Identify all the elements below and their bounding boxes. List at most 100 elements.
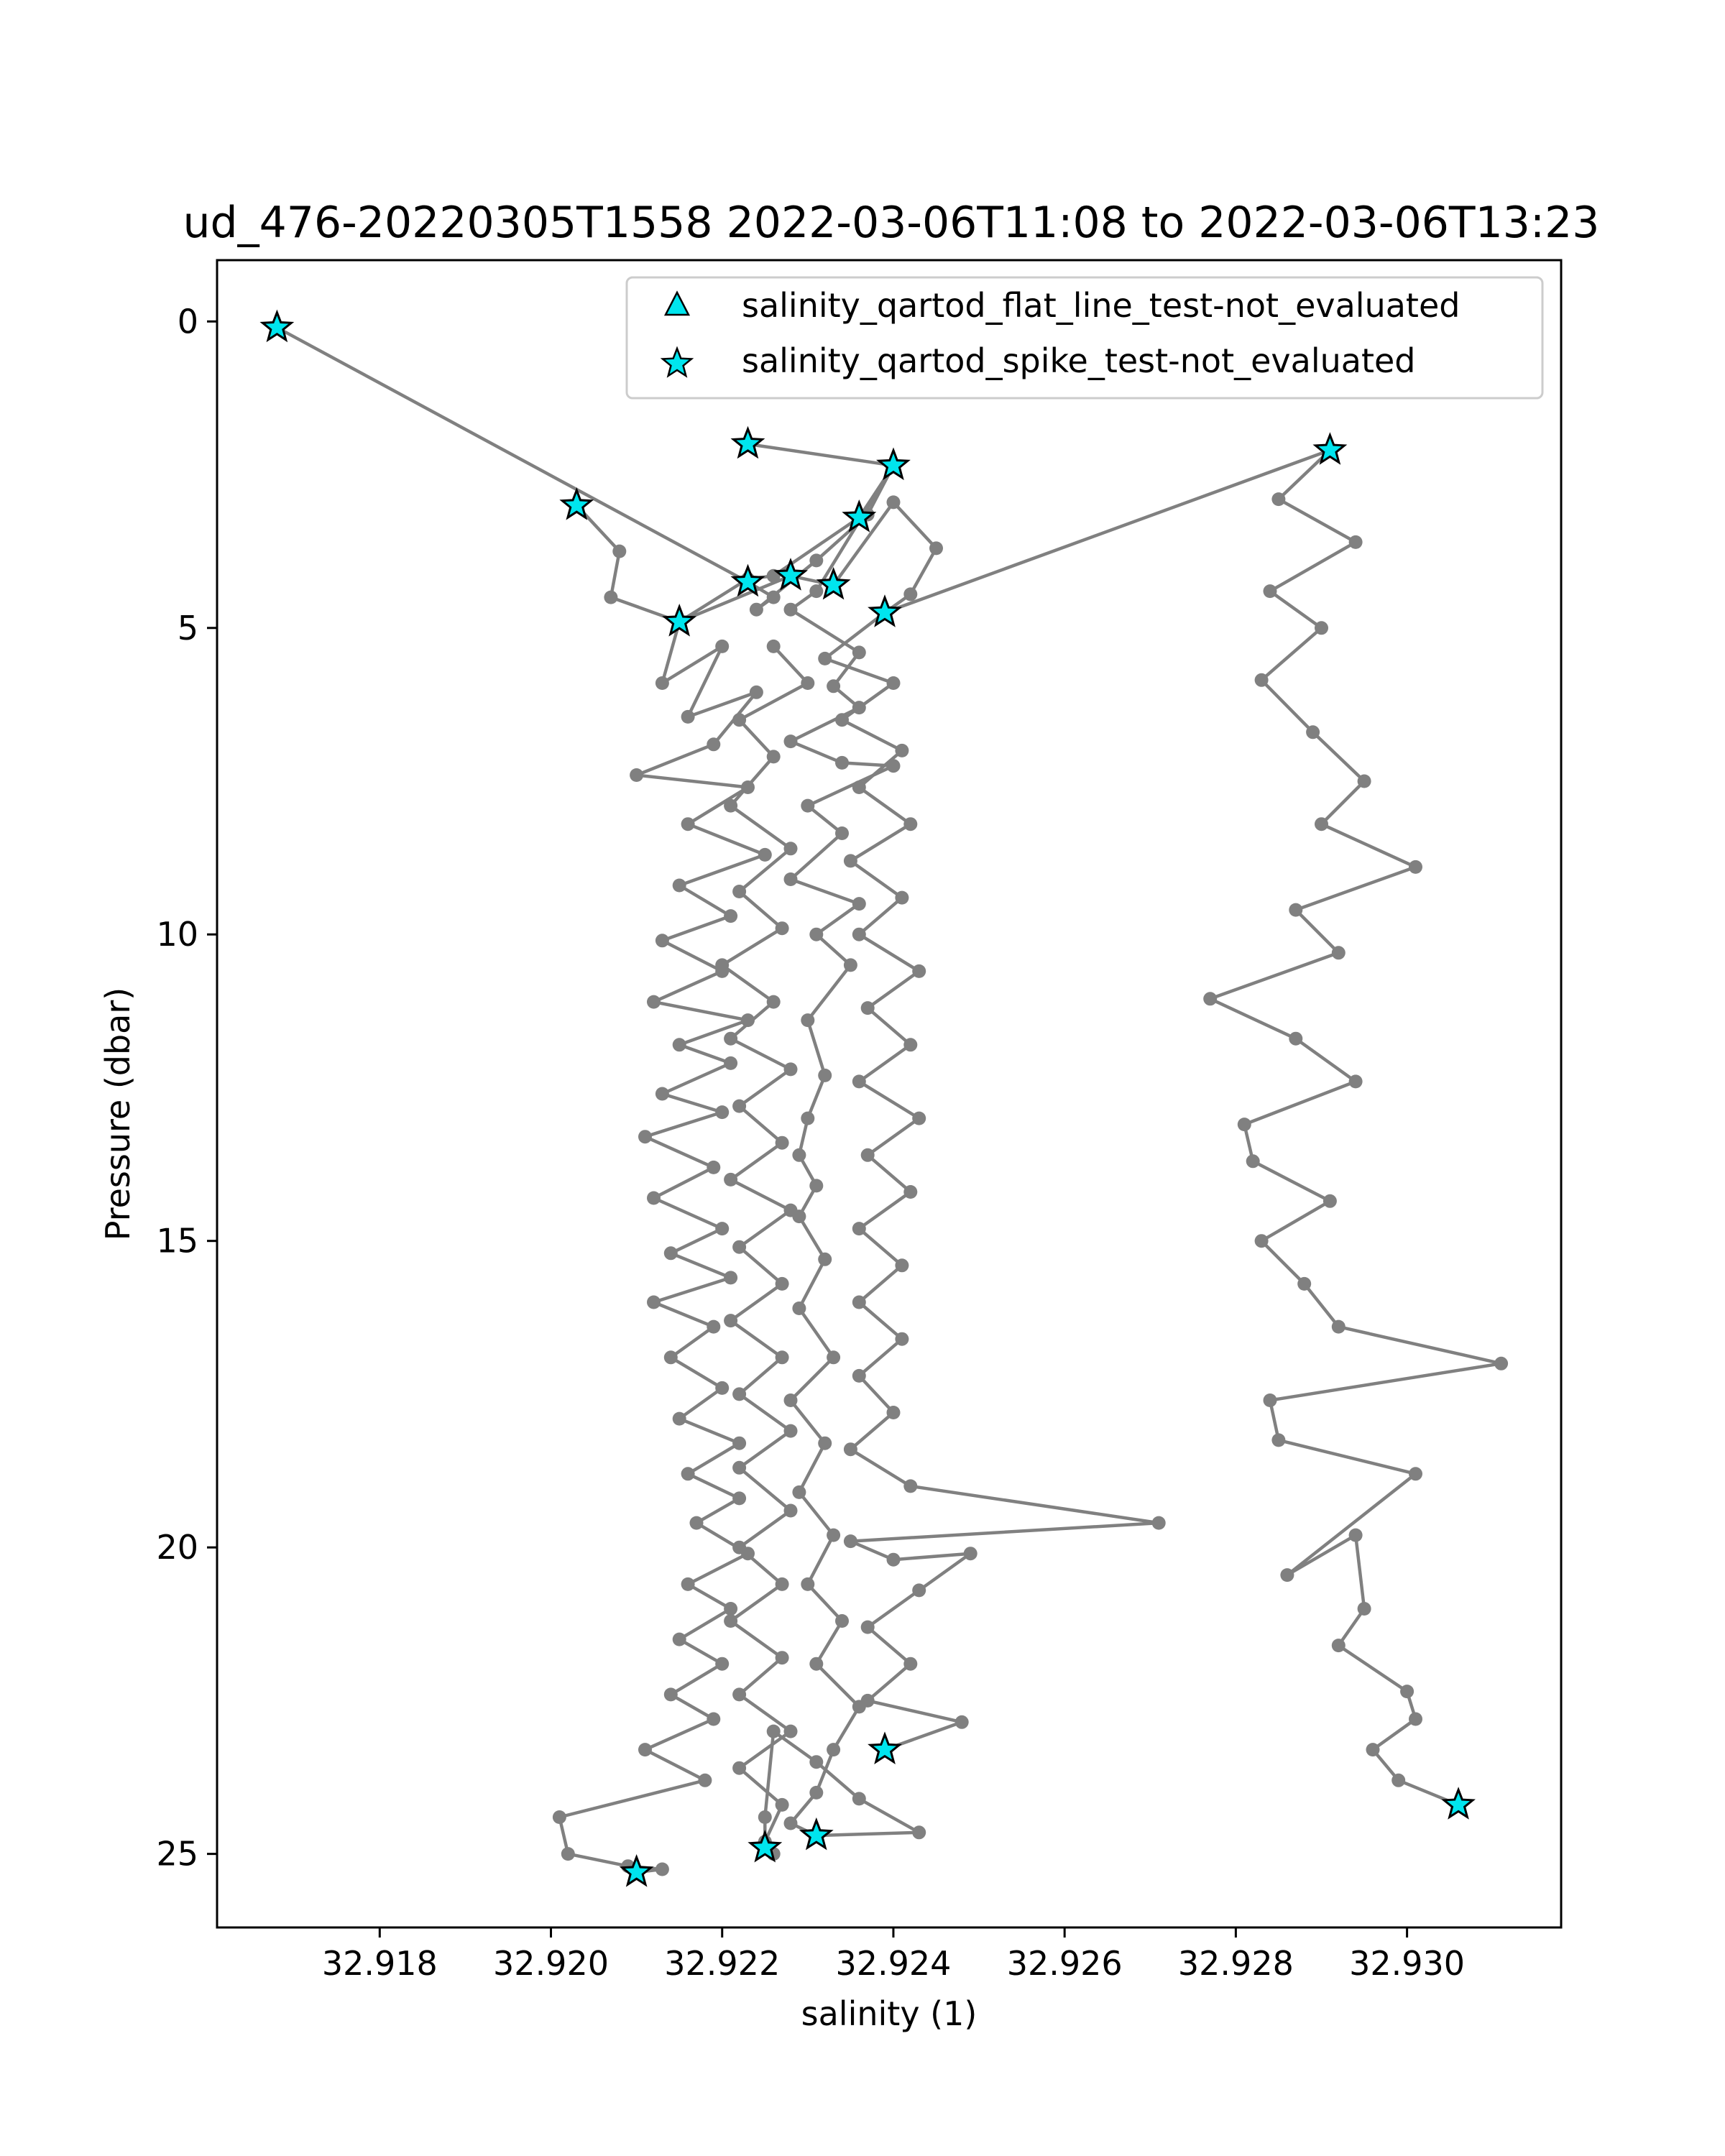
data-point <box>963 1547 978 1561</box>
data-point <box>1254 1234 1269 1248</box>
data-point <box>783 872 798 886</box>
y-tick-label: 0 <box>178 302 198 341</box>
data-point <box>801 676 815 690</box>
data-point <box>715 1381 730 1395</box>
data-point <box>1348 1528 1363 1542</box>
data-point <box>809 927 824 941</box>
data-point <box>809 1657 824 1671</box>
data-point <box>715 958 730 972</box>
data-point <box>783 1724 798 1738</box>
data-point <box>655 1087 669 1101</box>
data-point <box>860 1693 875 1708</box>
data-point <box>1409 1712 1422 1726</box>
data-point <box>783 1062 798 1077</box>
data-point <box>1331 1319 1346 1334</box>
data-point <box>852 1368 866 1383</box>
spike-flag-star-marker <box>619 1854 654 1887</box>
data-point <box>766 1724 781 1738</box>
data-point <box>1392 1773 1406 1787</box>
data-point <box>672 1038 686 1052</box>
spike-flag-star-marker <box>876 447 911 481</box>
data-point <box>707 1160 721 1174</box>
data-point <box>732 885 747 898</box>
data-point <box>681 709 695 724</box>
data-point <box>783 602 798 617</box>
data-point <box>886 676 901 690</box>
data-point <box>1254 673 1269 687</box>
data-point <box>843 958 857 972</box>
data-point <box>835 713 849 727</box>
x-tick-label: 32.926 <box>1007 1944 1123 1983</box>
data-point <box>715 1222 730 1236</box>
data-point <box>903 1657 918 1671</box>
data-point <box>604 590 618 604</box>
legend-star-marker <box>660 346 694 378</box>
data-point <box>724 798 738 813</box>
x-tick-label: 32.922 <box>664 1944 780 1983</box>
data-point <box>860 1620 875 1634</box>
data-point <box>801 798 815 813</box>
data-point <box>886 495 901 510</box>
series-line-2 <box>558 504 767 1874</box>
data-point <box>801 1111 815 1125</box>
data-point <box>707 1319 721 1334</box>
data-point <box>732 1491 747 1506</box>
data-point <box>732 713 747 727</box>
data-point <box>852 780 866 794</box>
data-point <box>732 1761 747 1775</box>
data-point <box>766 639 781 653</box>
data-point <box>835 1614 849 1628</box>
data-point <box>749 685 763 699</box>
data-layer <box>259 309 1509 1887</box>
data-point <box>1315 817 1328 831</box>
series-line-3 <box>720 645 810 1855</box>
data-point <box>895 1332 909 1346</box>
series-line-6 <box>884 448 1503 1807</box>
data-point <box>809 1755 824 1769</box>
x-tick-label: 32.920 <box>493 1944 609 1983</box>
data-point <box>827 1743 841 1757</box>
data-point <box>663 1350 678 1365</box>
data-point <box>1348 535 1363 549</box>
spike-flag-star-marker <box>748 1829 783 1863</box>
series-line-4 <box>823 611 1161 1751</box>
data-point <box>655 934 669 948</box>
data-point <box>783 1503 798 1518</box>
spike-flag-star-marker <box>816 566 851 600</box>
spike-flag-star-marker <box>1312 432 1348 465</box>
data-point <box>672 1411 686 1426</box>
data-point <box>775 1797 789 1812</box>
data-point <box>895 890 909 905</box>
data-point <box>655 1862 669 1876</box>
axes-layer: 32.918 32.920 32.922 32.924 32.926 32.928 32.9… <box>156 302 1465 1983</box>
data-point <box>655 676 669 690</box>
spike-flag-star-marker <box>662 604 697 637</box>
data-point <box>827 1528 841 1542</box>
data-point <box>1400 1685 1414 1699</box>
data-point <box>689 1516 704 1530</box>
data-point <box>672 1632 686 1646</box>
data-point <box>1315 621 1328 635</box>
data-point <box>912 1825 926 1840</box>
data-point <box>783 1393 798 1407</box>
data-point <box>1280 1568 1294 1583</box>
data-point <box>903 817 918 831</box>
data-point <box>672 878 686 893</box>
data-point <box>552 1810 566 1824</box>
data-point <box>792 1302 806 1315</box>
x-tick-label: 32.924 <box>835 1944 951 1983</box>
data-point <box>929 541 943 556</box>
data-point <box>1357 774 1371 788</box>
data-point <box>724 1614 738 1628</box>
data-point <box>1237 1118 1251 1132</box>
data-point <box>852 1074 866 1089</box>
data-point <box>783 1816 798 1830</box>
data-point <box>1297 1276 1312 1291</box>
data-point <box>724 1056 738 1070</box>
data-point <box>732 1540 747 1554</box>
spike-flag-star-marker <box>868 1731 902 1764</box>
spike-flag-star-marker <box>730 563 765 597</box>
x-tick-label: 32.918 <box>322 1944 438 1983</box>
data-point <box>681 817 695 831</box>
